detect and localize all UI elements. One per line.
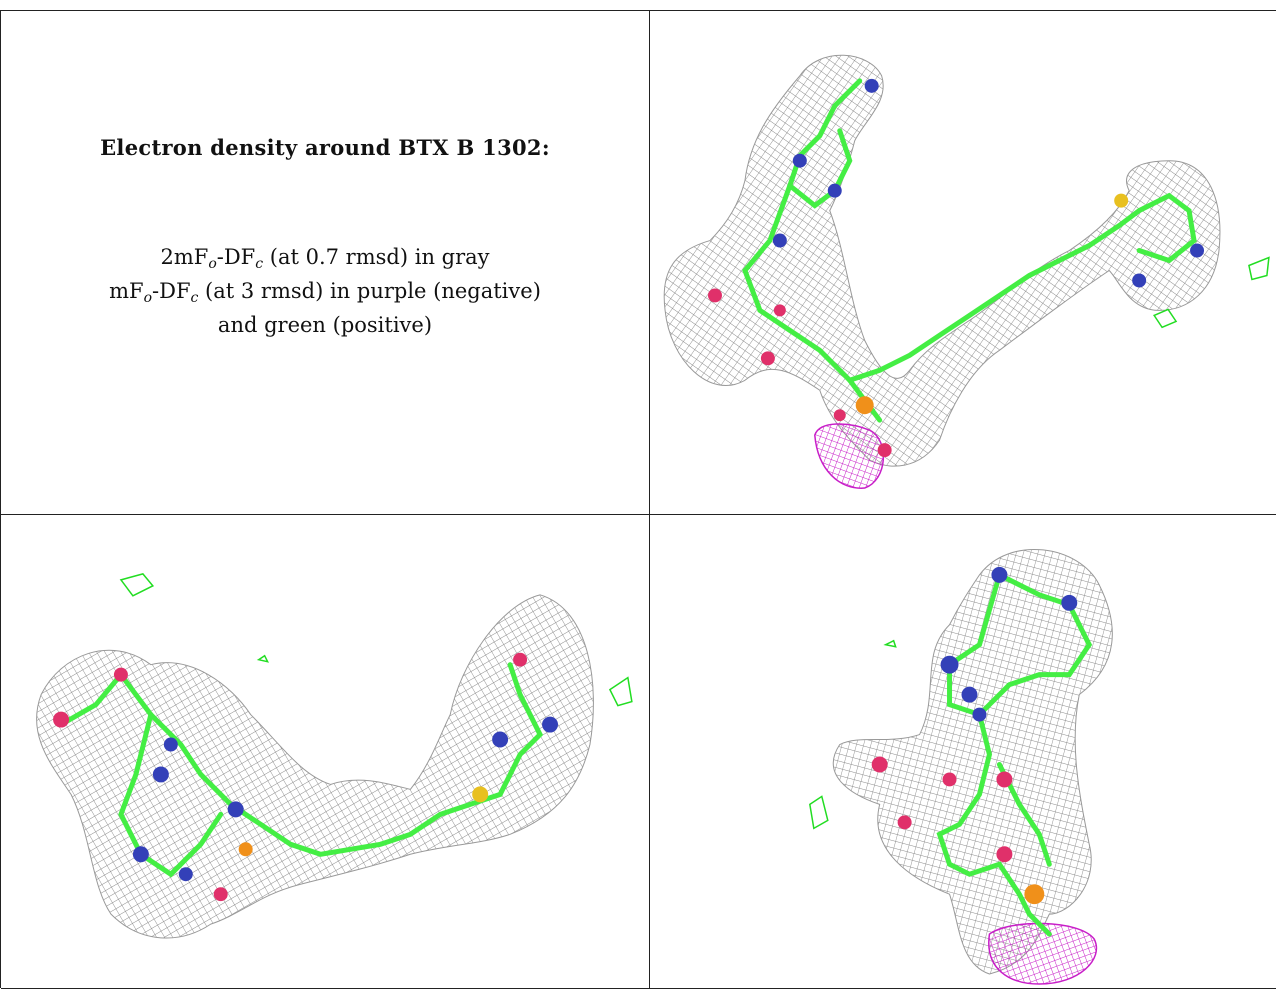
density-view-2: [36, 573, 633, 939]
positive-density-green: [119, 573, 633, 707]
gray-density-mesh: [833, 549, 1113, 975]
view-bottom-right: [650, 515, 1276, 989]
figure-title: Electron density around BTX B 1302:: [100, 135, 550, 160]
negative-density-purple: [988, 922, 1097, 985]
atoms: [871, 566, 1078, 905]
atoms: [708, 78, 1205, 458]
positive-density-green: [809, 639, 897, 830]
legend-line-green: and green (positive): [217, 313, 433, 337]
gray-density-mesh: [36, 594, 594, 939]
density-view-3: [809, 549, 1113, 985]
density-view-1: [663, 54, 1270, 489]
legend-text: 2mFo-DFc (at 0.7 rmsd) in gray mFo-DFc (…: [109, 240, 541, 342]
negative-density-purple: [814, 423, 885, 489]
atoms: [53, 652, 559, 902]
legend-line-purple: mFo-DFc (at 3 rmsd) in purple (negative): [109, 279, 541, 306]
caption-cell: Electron density around BTX B 1302: 2mFo…: [1, 11, 650, 515]
positive-density-green: [1152, 256, 1270, 329]
legend-line-gray: 2mFo-DFc (at 0.7 rmsd) in gray: [160, 245, 490, 272]
view-bottom-left: [1, 515, 650, 989]
gray-density-mesh: [663, 54, 1221, 467]
figure-grid: Electron density around BTX B 1302: 2mFo…: [0, 10, 1276, 989]
view-top-right: [650, 11, 1276, 515]
